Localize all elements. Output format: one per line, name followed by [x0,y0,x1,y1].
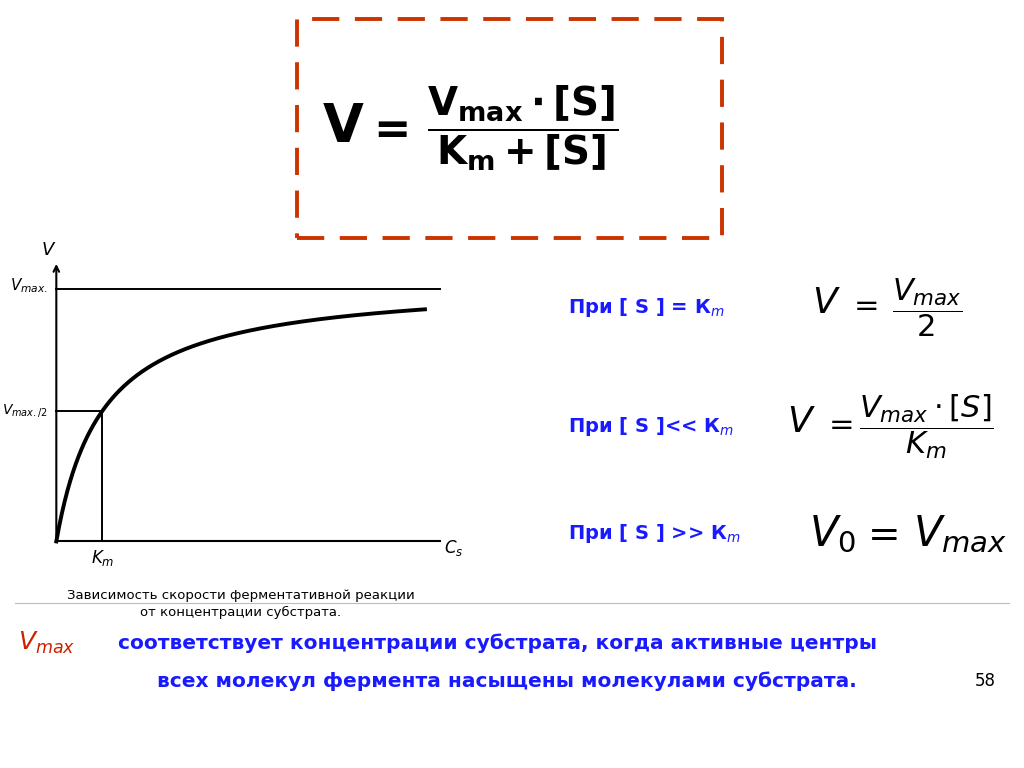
Text: $V$: $V$ [812,286,841,320]
Text: $C_s$: $C_s$ [444,538,463,558]
Text: соответствует концентрации субстрата, когда активные центры: соответствует концентрации субстрата, ко… [111,633,877,653]
Text: При [ S ] = К$_m$: При [ S ] = К$_m$ [568,296,725,319]
Text: $V_0$: $V_0$ [809,513,856,554]
Text: $\dfrac{V_{max}}{2}$: $\dfrac{V_{max}}{2}$ [892,276,962,339]
Text: $V_{max}$: $V_{max}$ [18,630,76,656]
Text: $V$: $V$ [787,406,816,439]
Text: $V_{max.}$: $V_{max.}$ [10,276,48,295]
Text: $\dfrac{V_{max}\cdot[S]}{K_m}$: $\dfrac{V_{max}\cdot[S]}{K_m}$ [859,392,994,461]
Text: $=$: $=$ [860,515,898,553]
Text: V: V [42,241,54,259]
Text: $V_{max./2}$: $V_{max./2}$ [2,402,48,419]
Text: $=$: $=$ [848,290,879,319]
Text: Зависимость скорости ферментативной реакции
от концентрации субстрата.: Зависимость скорости ферментативной реак… [67,589,415,619]
Text: $\mathbf{=}$: $\mathbf{=}$ [366,107,409,150]
Text: всех молекул фермента насыщены молекулами субстрата.: всех молекул фермента насыщены молекулам… [157,671,857,691]
Text: $K_m$: $K_m$ [91,548,114,568]
Text: $V_{max}$: $V_{max}$ [913,513,1008,554]
Text: $=$: $=$ [823,409,854,439]
Text: При [ S ] >> К$_m$: При [ S ] >> К$_m$ [568,522,741,545]
Text: $\dfrac{\mathbf{V_{max}\cdot[S]}}{\mathbf{K_m+[S]}}$: $\dfrac{\mathbf{V_{max}\cdot[S]}}{\mathb… [427,84,617,173]
FancyBboxPatch shape [297,19,722,238]
Text: $\mathbf{V}$: $\mathbf{V}$ [322,101,365,153]
Text: 58: 58 [975,672,996,690]
Text: При [ S ]<< К$_m$: При [ S ]<< К$_m$ [568,415,734,438]
